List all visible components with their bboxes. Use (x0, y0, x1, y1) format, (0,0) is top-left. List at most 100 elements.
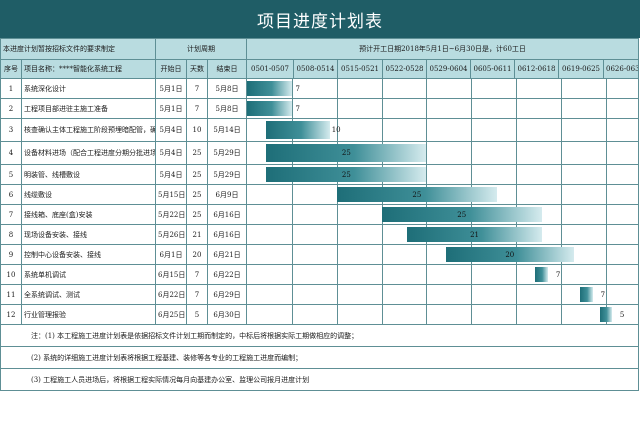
task-name: 线缆敷设 (21, 184, 156, 205)
gantt-bar (599, 307, 613, 322)
col-header-week-6: 0605-0611 (470, 59, 515, 79)
week-divider (426, 142, 428, 164)
task-end: 5月29日 (207, 164, 247, 185)
gantt-bar (247, 101, 292, 116)
plan-period-label: 计划周期 (155, 38, 247, 60)
task-no: 5 (0, 164, 22, 185)
task-start: 6月1日 (155, 244, 187, 265)
week-divider (561, 205, 563, 224)
task-no: 7 (0, 204, 22, 225)
gantt-track: 25 (245, 204, 640, 225)
task-days: 25 (186, 141, 208, 165)
week-divider (605, 225, 607, 244)
week-divider (471, 119, 473, 141)
table-row: 11 全系统调试、测试 6月22日 7 6月29日 7 (0, 284, 640, 305)
planned-dates-label: 预计开工日期2018年5月1日~6月30日是，计60工日 (245, 38, 640, 60)
table-row: 9 控制中心设备安装、接线 6月1日 20 6月21日 20 (0, 244, 640, 265)
gantt-track: 25 (245, 184, 640, 205)
week-divider (561, 79, 563, 98)
gantt-track: 20 (245, 244, 640, 265)
week-divider (336, 79, 338, 98)
schedule-table: 本进度计划暂按招标文件的要求制定 计划周期 预计开工日期2018年5月1日~6月… (0, 38, 640, 391)
week-divider (605, 285, 607, 304)
week-divider (381, 225, 383, 244)
gantt-bar (407, 227, 542, 242)
task-end: 5月8日 (207, 98, 247, 119)
week-divider (381, 99, 383, 118)
week-divider (426, 265, 428, 284)
task-no: 9 (0, 244, 22, 265)
week-divider (561, 185, 563, 204)
task-end: 6月29日 (207, 284, 247, 305)
week-divider (471, 305, 473, 324)
week-divider (426, 305, 428, 324)
week-divider (605, 119, 607, 141)
week-divider (516, 265, 518, 284)
week-divider (471, 142, 473, 164)
week-divider (561, 225, 563, 244)
table-row: 1 系统深化设计 5月1日 7 5月8日 7 (0, 78, 640, 99)
task-no: 3 (0, 118, 22, 142)
task-days: 7 (186, 264, 208, 285)
week-divider (516, 185, 518, 204)
task-start: 5月4日 (155, 164, 187, 185)
task-end: 6月16日 (207, 224, 247, 245)
week-divider (426, 245, 428, 264)
week-divider (291, 225, 293, 244)
gantt-track: 21 (245, 224, 640, 245)
col-header-week-1: 0501-0507 (246, 59, 294, 79)
week-divider (381, 119, 383, 141)
task-name: 系统单机调试 (21, 264, 156, 285)
gantt-track: 10 (245, 118, 640, 142)
gantt-bar (535, 267, 549, 282)
week-divider (336, 265, 338, 284)
week-divider (516, 142, 518, 164)
table-row: 5 明装管、线槽敷设 5月4日 25 5月29日 25 (0, 164, 640, 185)
week-divider (561, 265, 563, 284)
task-end: 5月29日 (207, 141, 247, 165)
table-row: 10 系统单机调试 6月15日 7 6月22日 7 (0, 264, 640, 285)
week-divider (605, 245, 607, 264)
page-title: 项目进度计划表 (0, 0, 640, 38)
gantt-track: 25 (245, 141, 640, 165)
week-divider (291, 305, 293, 324)
info-row: 本进度计划暂按招标文件的要求制定 计划周期 预计开工日期2018年5月1日~6月… (0, 38, 640, 60)
gantt-bar-label: 7 (600, 290, 606, 299)
gantt-bar (381, 207, 542, 222)
task-no: 8 (0, 224, 22, 245)
task-days: 5 (186, 304, 208, 325)
task-start: 5月15日 (155, 184, 187, 205)
task-end: 6月30日 (207, 304, 247, 325)
week-divider (471, 265, 473, 284)
task-end: 5月8日 (207, 78, 247, 99)
week-divider (381, 79, 383, 98)
col-header-week-8: 0619-0625 (558, 59, 604, 79)
table-row: 3核查确认主体工程施工阶段预埋暗配管，确保管线通畅，符合规范要求5月4日105月… (0, 118, 640, 142)
gantt-track: 5 (245, 304, 640, 325)
week-divider (561, 305, 563, 324)
week-divider (426, 119, 428, 141)
gantt-bar-label: 7 (295, 104, 300, 113)
task-name: 控制中心设备安装、接线 (21, 244, 156, 265)
table-row: 4 设备材料进场（配合工程进度分期分批进场） 5月4日 25 5月29日 25 (0, 141, 640, 165)
task-name: 设备材料进场（配合工程进度分期分批进场） (21, 141, 156, 165)
week-divider (605, 99, 607, 118)
week-divider (291, 205, 293, 224)
gantt-track: 25 (245, 164, 640, 185)
gantt-bar (266, 167, 427, 182)
week-divider (381, 285, 383, 304)
col-header-week-3: 0515-0521 (337, 59, 383, 79)
week-divider (605, 205, 607, 224)
task-name: 接线箱、底座(盒)安装 (21, 204, 156, 225)
table-row: 7 接线箱、底座(盒)安装 5月22日 25 6月16日 25 (0, 204, 640, 225)
week-divider (426, 165, 428, 184)
gantt-track: 7 (245, 284, 640, 305)
plan-basis-label: 本进度计划暂按招标文件的要求制定 (0, 38, 156, 60)
week-divider (605, 185, 607, 204)
task-end: 6月22日 (207, 264, 247, 285)
task-no: 11 (0, 284, 22, 305)
week-divider (336, 285, 338, 304)
gantt-bar-label: 20 (505, 250, 515, 259)
week-divider (291, 99, 293, 118)
week-divider (471, 99, 473, 118)
